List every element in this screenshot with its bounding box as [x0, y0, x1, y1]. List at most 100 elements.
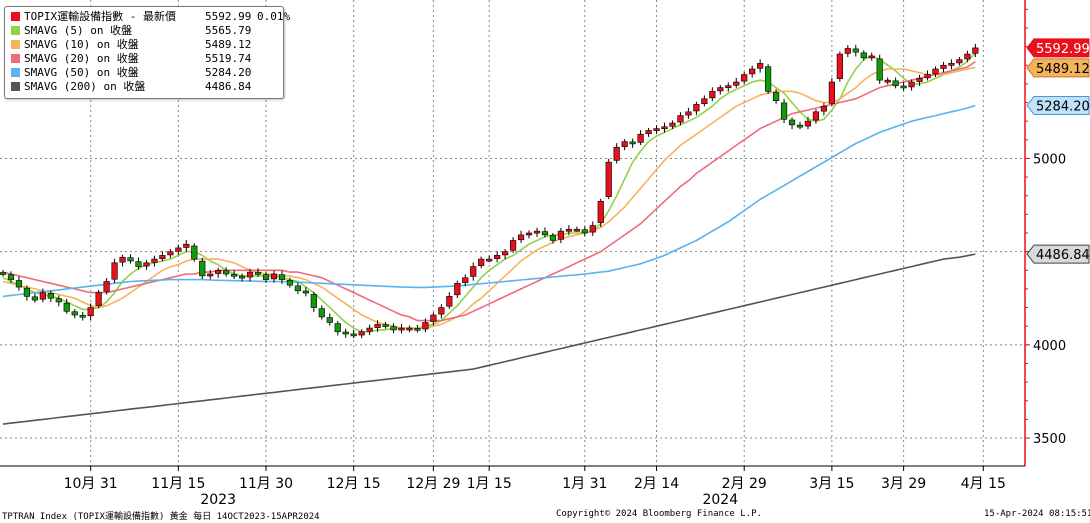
candle-up [87, 307, 94, 317]
candle-down [382, 324, 389, 327]
candle-up [597, 201, 604, 223]
x-year-label: 2024 [702, 492, 738, 508]
candle-up [749, 68, 756, 75]
candle-up [517, 234, 525, 241]
candle-up [39, 292, 46, 300]
legend: TOPIX運輸設備指數 - 最新價 5592.99 0.01% SMAVG (5… [4, 6, 290, 99]
candle-up [709, 91, 716, 99]
legend-swatch [11, 26, 20, 35]
candle-up [183, 243, 190, 248]
candle-up [964, 53, 971, 60]
footer-timestamp: 15-Apr-2024 08:15:51 [984, 509, 1090, 519]
legend-value: 5565.79 [205, 24, 252, 37]
candle-up [470, 266, 477, 277]
legend-row-sma10: SMAVG (10) on 收盤 5489.12 [9, 38, 279, 51]
legend-value: 5284.20 [205, 66, 252, 79]
candle-up [533, 230, 541, 234]
candle-down [350, 333, 357, 337]
candle-up [685, 111, 692, 116]
y-tick-label: 3500 [1033, 432, 1066, 447]
candle-down [71, 311, 78, 316]
last-value-tag-label: 5284.20 [1036, 99, 1090, 114]
candle-up [613, 146, 620, 161]
x-tick-label: 11月 30 [239, 476, 293, 492]
ma-line [2, 66, 976, 329]
candle-down [31, 296, 38, 301]
candle-down [47, 293, 54, 299]
candle-up [733, 81, 740, 86]
candle-down [860, 52, 867, 59]
candle-down [318, 308, 325, 318]
candle-up [406, 327, 413, 331]
last-value-tag-label: 5592.99 [1036, 42, 1090, 57]
legend-swatch [11, 12, 20, 21]
ma-line [2, 60, 976, 322]
candle-up [757, 63, 764, 69]
legend-swatch [11, 68, 20, 77]
legend-name: TOPIX運輸設備指數 - 最新價 [24, 10, 176, 23]
legend-value: 4486.84 [205, 80, 252, 93]
candle-down [302, 290, 309, 294]
candle-up [725, 85, 732, 89]
candle-up [374, 324, 381, 328]
candle-up [462, 277, 469, 283]
candle-up [366, 327, 373, 332]
candle-down [549, 235, 557, 241]
candle-down [772, 92, 780, 101]
candle-up [103, 281, 110, 292]
y-axis: 3500400045005000 [1024, 0, 1066, 466]
candle-up [175, 247, 182, 252]
candle-up [868, 55, 875, 59]
candle-up [804, 120, 812, 127]
candle-up [430, 314, 437, 322]
ma-line [2, 52, 976, 333]
candle-down [390, 326, 397, 331]
candle-up [422, 322, 429, 330]
ma-line [2, 104, 976, 298]
x-tick-label: 12月 15 [327, 476, 381, 492]
candle-up [398, 327, 405, 331]
candle-down [581, 229, 588, 234]
candle-down [239, 275, 246, 279]
candle-up [525, 232, 533, 236]
legend-row-sma5: SMAVG (5) on 收盤 5565.79 [9, 24, 279, 37]
candle-down [541, 231, 549, 236]
candle-up [95, 292, 102, 307]
candle-down [223, 270, 230, 275]
candle-up [669, 122, 676, 127]
legend-name: SMAVG (10) on 收盤 [24, 38, 139, 51]
candle-up [741, 74, 748, 82]
candle-down [629, 141, 636, 145]
candle-up [621, 141, 628, 147]
candle-up [828, 81, 835, 104]
candle-down [191, 245, 198, 260]
x-tick-label: 1月 31 [562, 476, 607, 492]
candle-down [278, 274, 286, 280]
candle-up [143, 262, 150, 267]
candle-up [151, 258, 158, 263]
candle-down [55, 298, 62, 303]
legend-row-sma20: SMAVG (20) on 收盤 5519.74 [9, 52, 279, 65]
legend-name: SMAVG (200) on 收盤 [24, 80, 146, 93]
candle-up [653, 128, 660, 131]
candle-down [15, 280, 23, 288]
candle-up [693, 104, 700, 112]
last-value-tags: 5592.99 5489.12 5284.20 4486.84 [1026, 38, 1090, 264]
last-value-tag [1026, 58, 1090, 78]
candle-up [908, 81, 915, 88]
candle-down [852, 48, 859, 53]
candle-up [119, 256, 126, 263]
last-value-tag-label: 4486.84 [1036, 248, 1090, 263]
last-value-tag-label: 5489.12 [1036, 62, 1090, 77]
candle-up [972, 47, 979, 54]
legend-value: 5519.74 [205, 52, 252, 65]
candle-up [557, 230, 564, 240]
candle-up [589, 225, 596, 233]
x-tick-label: 3月 29 [881, 476, 926, 492]
candle-up [932, 68, 939, 75]
candle-up [812, 111, 820, 121]
candle-up [924, 74, 931, 79]
candle-up [820, 105, 828, 112]
candle-up [454, 283, 461, 296]
candle-down [892, 80, 899, 87]
